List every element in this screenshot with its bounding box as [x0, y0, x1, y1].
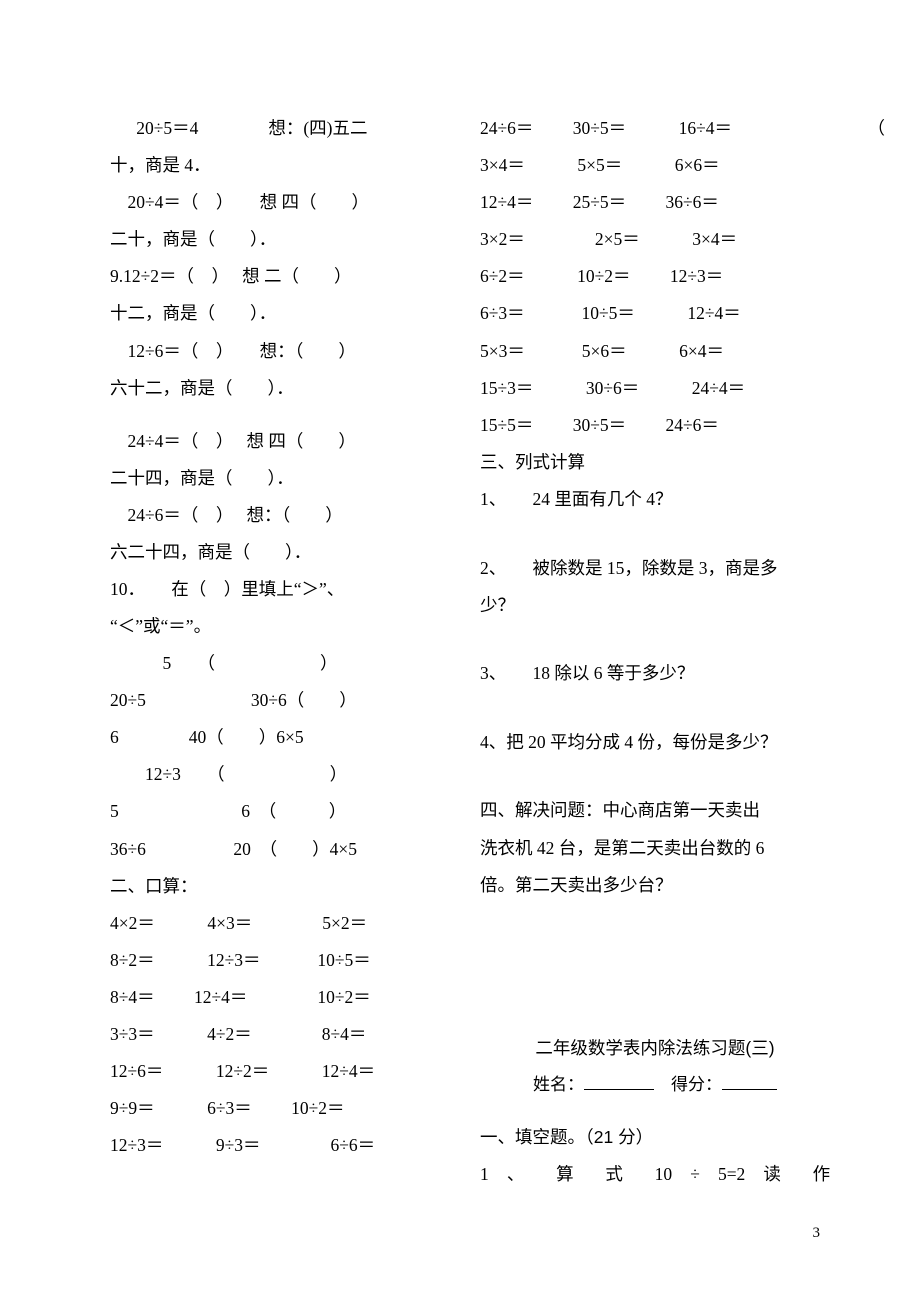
score-label: 得分： [671, 1075, 722, 1094]
blank-line [480, 692, 830, 724]
blank-line [480, 1103, 830, 1119]
question-line: 4、把 20 平均分成 4 份，每份是多少？ [480, 724, 830, 761]
char: 、 [507, 1164, 538, 1184]
text-line: 24÷4＝（ ） 想 四（ ） [110, 423, 460, 460]
text-line: 24÷6＝（ ） 想：（ ） [110, 497, 460, 534]
text-line: 20÷5＝4 想：(四)五二 [110, 110, 460, 147]
question-line: 1、 24 里面有几个 4？ [480, 481, 830, 518]
question-line: 3、 18 除以 6 等于多少？ [480, 655, 830, 692]
char: 算 [556, 1164, 587, 1184]
text-line: 12÷6＝（ ） 想：（ ） [110, 333, 460, 370]
text-line: 5 6 （ ） [110, 793, 460, 830]
calc-row: 3×4＝ 5×5＝ 6×6＝ [480, 147, 830, 184]
calc-row: 24÷6＝ 30÷5＝ 16÷4＝ [480, 110, 830, 147]
char: 1 [480, 1164, 489, 1184]
calc-row: 8÷4＝ 12÷4＝ 10÷2＝ [110, 979, 460, 1016]
calc-row: 12÷3＝ 9÷3＝ 6÷6＝ [110, 1127, 460, 1164]
text-line: 六二十四，商是（ ）． [110, 534, 460, 571]
blank-line [480, 518, 830, 550]
question-line: 1 、 算 式 10 ÷ 5=2 读 作 [480, 1156, 830, 1193]
text-line: 10． 在（ ）里填上“＞”、 [110, 571, 460, 608]
question-line: 2、 被除数是 15，除数是 3，商是多 [480, 550, 830, 587]
page-number: 3 [813, 1225, 821, 1242]
calc-row: 9÷9＝ 6÷3＝ 10÷2＝ [110, 1090, 460, 1127]
section-heading: 三、列式计算 [480, 444, 830, 481]
question-line: 倍。第二天卖出多少台？ [480, 867, 830, 904]
text-line: 二十四，商是（ ）． [110, 460, 460, 497]
blank-line [480, 998, 830, 1030]
question-line: （ ），除数是 [850, 110, 920, 147]
text-line: “＜”或“＝”。 [110, 608, 460, 645]
section-heading: 一、填空题。（21 分） [480, 1119, 830, 1156]
calc-row: 12÷4＝ 25÷5＝ 36÷6＝ [480, 184, 830, 221]
text-line: 12÷3 （ ） [110, 756, 460, 793]
calc-row: 15÷5＝ 30÷5＝ 24÷6＝ [480, 407, 830, 444]
calc-row: 4×2＝ 4×3＝ 5×2＝ [110, 905, 460, 942]
text-line: 20÷4＝（ ） 想 四（ ） [110, 184, 460, 221]
char: 作 [813, 1164, 831, 1184]
char: 5=2 [718, 1164, 745, 1184]
question-line: 少？ [480, 587, 830, 624]
score-blank [722, 1073, 777, 1089]
name-label: 姓名： [533, 1075, 584, 1094]
calc-row: 6÷3＝ 10÷5＝ 12÷4＝ [480, 295, 830, 332]
calc-row: 3×2＝ 2×5＝ 3×4＝ [480, 221, 830, 258]
text-line: 6 40（ ）6×5 [110, 719, 460, 756]
calc-row: 6÷2＝ 10÷2＝ 12÷3＝ [480, 258, 830, 295]
text-line: 36÷6 20 （ ）4×5 [110, 831, 460, 868]
calc-row: 12÷6＝ 12÷2＝ 12÷4＝ [110, 1053, 460, 1090]
char: 式 [605, 1164, 636, 1184]
document-page: 20÷5＝4 想：(四)五二 十，商是 4． 20÷4＝（ ） 想 四（ ） 二… [0, 0, 920, 1302]
text-line: 十二，商是（ ）． [110, 295, 460, 332]
char: 10 [655, 1164, 673, 1184]
text-line: 20÷5 30÷6（ ） [110, 682, 460, 719]
blank-line [480, 624, 830, 656]
blank-line [480, 967, 830, 999]
calc-row: 5×3＝ 5×6＝ 6×4＝ [480, 333, 830, 370]
name-blank [584, 1073, 654, 1089]
text-line: 5 （ ） [110, 645, 460, 682]
two-column-body: 20÷5＝4 想：(四)五二 十，商是 4． 20÷4＝（ ） 想 四（ ） 二… [110, 110, 830, 1200]
char: ÷ [690, 1164, 700, 1184]
calc-row: 15÷3＝ 30÷6＝ 24÷4＝ [480, 370, 830, 407]
worksheet-title: 二年级数学表内除法练习题(三) [480, 1030, 830, 1067]
char: 读 [763, 1164, 794, 1184]
text-line: 9.12÷2＝（ ） 想 二（ ） [110, 258, 460, 295]
question-line: 洗衣机 42 台，是第二天卖出台数的 6 [480, 830, 830, 867]
name-score-line: 姓名： 得分： [480, 1067, 830, 1103]
calc-row: 3÷3＝ 4÷2＝ 8÷4＝ [110, 1016, 460, 1053]
calc-row: 8÷2＝ 12÷3＝ 10÷5＝ [110, 942, 460, 979]
question-line: 四、解决问题：中心商店第一天卖出 [480, 792, 830, 829]
blank-line [480, 935, 830, 967]
blank-line [110, 407, 460, 423]
text-line: 十，商是 4． [110, 147, 460, 184]
blank-line [480, 761, 830, 793]
text-line: 六十二，商是（ ）． [110, 370, 460, 407]
text-line: 二十，商是（ ）． [110, 221, 460, 258]
blank-line [480, 904, 830, 936]
section-heading: 二、口算： [110, 868, 460, 905]
